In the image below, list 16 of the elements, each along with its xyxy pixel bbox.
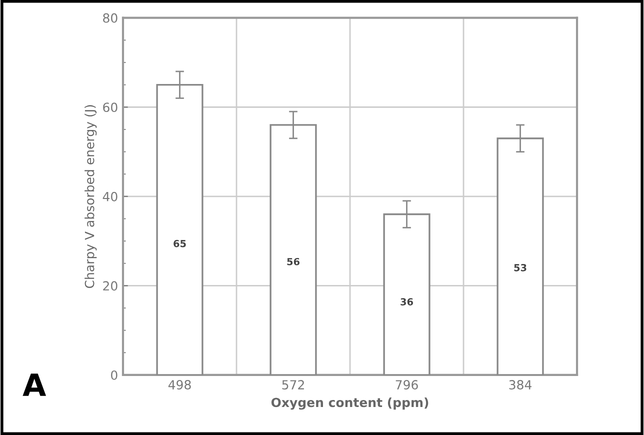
x-tick-label: 572 bbox=[282, 380, 304, 390]
data-label: 53 bbox=[514, 264, 526, 272]
data-label: 65 bbox=[174, 240, 186, 248]
y-tick-label: 80 bbox=[103, 13, 118, 23]
y-tick-label: 0 bbox=[111, 370, 118, 380]
y-tick-label: 40 bbox=[102, 192, 118, 202]
y-axis-title: Charpy V absorbed energy (J) bbox=[84, 105, 97, 288]
text: A bbox=[22, 374, 46, 396]
y-tick-label: 60 bbox=[103, 102, 118, 112]
y-tick-label: 20 bbox=[103, 281, 118, 291]
x-tick-label: 384 bbox=[509, 380, 532, 390]
x-axis-title: Oxygen content (ppm) bbox=[271, 397, 428, 410]
data-label: 56 bbox=[287, 258, 300, 266]
data-label: 36 bbox=[400, 298, 414, 306]
x-tick-label: 796 bbox=[396, 380, 418, 390]
x-tick-label: 498 bbox=[168, 380, 191, 390]
